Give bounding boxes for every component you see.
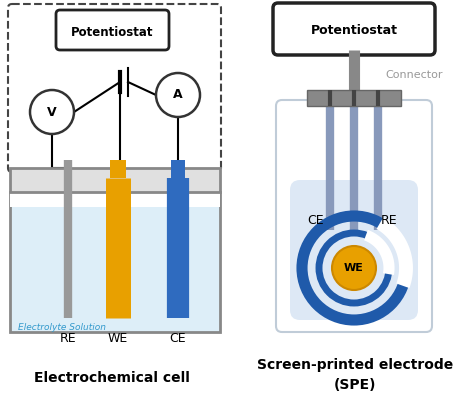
FancyBboxPatch shape (290, 180, 418, 320)
Text: (SPE): (SPE) (334, 378, 376, 392)
Text: WE: WE (108, 332, 128, 345)
Bar (10, 168, 220, 192)
FancyBboxPatch shape (276, 100, 432, 332)
Bar (307, 90, 401, 106)
Text: CE: CE (308, 214, 324, 226)
Text: RE: RE (381, 214, 397, 226)
FancyBboxPatch shape (273, 3, 435, 55)
Circle shape (332, 246, 376, 290)
Text: V: V (47, 106, 57, 118)
Text: Electrolyte Solution: Electrolyte Solution (18, 323, 106, 332)
FancyBboxPatch shape (56, 10, 169, 50)
Bar (10, 192, 220, 332)
Text: Screen-printed electrode: Screen-printed electrode (257, 358, 453, 372)
Text: Potentiostat: Potentiostat (71, 26, 153, 38)
Bar (171, 160, 185, 178)
Bar (110, 160, 126, 178)
Text: A: A (173, 88, 183, 102)
Text: RE: RE (60, 332, 76, 345)
Text: WE: WE (344, 263, 364, 273)
Circle shape (30, 90, 74, 134)
Text: CE: CE (170, 332, 186, 345)
Text: Electrochemical cell: Electrochemical cell (34, 371, 190, 385)
FancyBboxPatch shape (8, 4, 221, 172)
Text: Potentiostat: Potentiostat (310, 24, 398, 36)
Circle shape (156, 73, 200, 117)
Text: Connector: Connector (385, 70, 443, 80)
Bar (10, 192, 220, 207)
